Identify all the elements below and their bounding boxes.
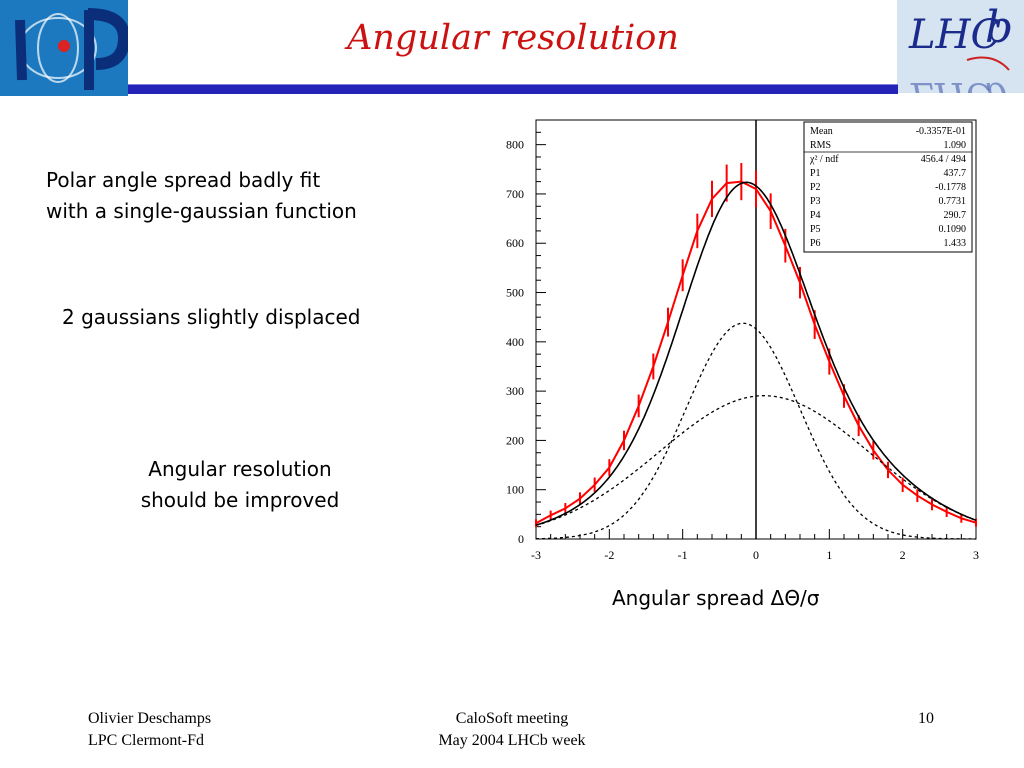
header-rule bbox=[128, 84, 898, 94]
stats-box bbox=[803, 121, 973, 253]
stats-label: χ² / ndf bbox=[809, 154, 839, 165]
footer-author: Olivier Deschamps LPC Clermont-Fd bbox=[88, 708, 211, 752]
stats-label: P6 bbox=[810, 238, 821, 249]
stats-value: 437.7 bbox=[944, 168, 967, 179]
fit-total-curve bbox=[535, 181, 977, 526]
y-tick-label: 400 bbox=[506, 335, 524, 349]
x-tick-label: -3 bbox=[531, 548, 541, 562]
note-single-gaussian: Polar angle spread badly fit with a sing… bbox=[46, 165, 357, 227]
lpc-logo bbox=[0, 0, 128, 96]
svg-text:LHC: LHC bbox=[908, 12, 1001, 58]
stats-value: 0.7731 bbox=[939, 196, 967, 207]
y-tick-label: 300 bbox=[506, 384, 524, 398]
x-axis-caption: Angular spread ΔΘ/σ bbox=[612, 586, 820, 610]
fit-component-wide bbox=[535, 395, 977, 527]
stats-value: -0.3357E-01 bbox=[916, 126, 966, 137]
lhcb-logo: LHC b LHC b bbox=[897, 0, 1024, 93]
x-tick-label: -1 bbox=[678, 548, 688, 562]
stats-label: RMS bbox=[810, 140, 831, 151]
angular-spread-histogram: 0 100 200 300 400 500 600 700 800 -3 -2 -1 0 1 2 3 Mean -… bbox=[506, 119, 979, 562]
x-tick-label: 3 bbox=[973, 548, 979, 562]
footer-line: May 2004 LHCb week bbox=[438, 732, 586, 749]
svg-text:b: b bbox=[985, 2, 1013, 53]
stats-label: P1 bbox=[810, 168, 821, 179]
stats-label: P3 bbox=[810, 196, 821, 207]
footer-line: Olivier Deschamps bbox=[88, 710, 212, 727]
y-tick-label: 200 bbox=[506, 433, 524, 447]
stats-label: P2 bbox=[810, 182, 821, 193]
stats-label: P4 bbox=[810, 210, 821, 221]
note-line: Angular resolution bbox=[148, 457, 332, 481]
stats-value: -0.1778 bbox=[935, 182, 966, 193]
x-tick-label: 0 bbox=[753, 548, 759, 562]
note-two-gaussians: 2 gaussians slightly displaced bbox=[62, 302, 361, 333]
x-tick-label: -2 bbox=[604, 548, 614, 562]
note-resolution: Angular resolution should be improved bbox=[120, 454, 360, 516]
fit-component-narrow bbox=[536, 322, 977, 540]
footer-line: LPC Clermont-Fd bbox=[88, 732, 205, 749]
x-tick-label: 2 bbox=[900, 548, 906, 562]
note-line: 2 gaussians slightly displaced bbox=[62, 305, 361, 329]
footer-event: CaloSoft meeting May 2004 LHCb week bbox=[410, 708, 614, 752]
stats-value: 1.090 bbox=[944, 140, 967, 151]
note-line: Polar angle spread badly fit bbox=[46, 168, 321, 192]
stats-label: Mean bbox=[810, 126, 833, 137]
page-number: 10 bbox=[918, 710, 934, 727]
svg-text:b: b bbox=[985, 74, 1008, 93]
svg-text:LHC: LHC bbox=[910, 74, 994, 93]
stats-label: P5 bbox=[810, 224, 821, 235]
note-line: should be improved bbox=[140, 488, 340, 512]
y-tick-label: 700 bbox=[506, 187, 524, 201]
stats-value: 290.7 bbox=[944, 210, 967, 221]
note-line: with a single-gaussian function bbox=[46, 199, 357, 223]
x-tick-label: 1 bbox=[826, 548, 832, 562]
y-tick-label: 0 bbox=[518, 532, 524, 546]
slide-title: Angular resolution bbox=[347, 18, 679, 58]
footer-line: CaloSoft meeting bbox=[455, 710, 569, 727]
stats-value: 1.433 bbox=[944, 238, 967, 249]
stats-value: 456.4 / 494 bbox=[921, 154, 966, 165]
y-tick-label: 100 bbox=[506, 483, 524, 497]
y-tick-label: 600 bbox=[506, 236, 524, 250]
y-tick-label: 800 bbox=[506, 138, 524, 152]
y-tick-label: 500 bbox=[506, 286, 524, 300]
stats-value: 0.1090 bbox=[939, 224, 967, 235]
